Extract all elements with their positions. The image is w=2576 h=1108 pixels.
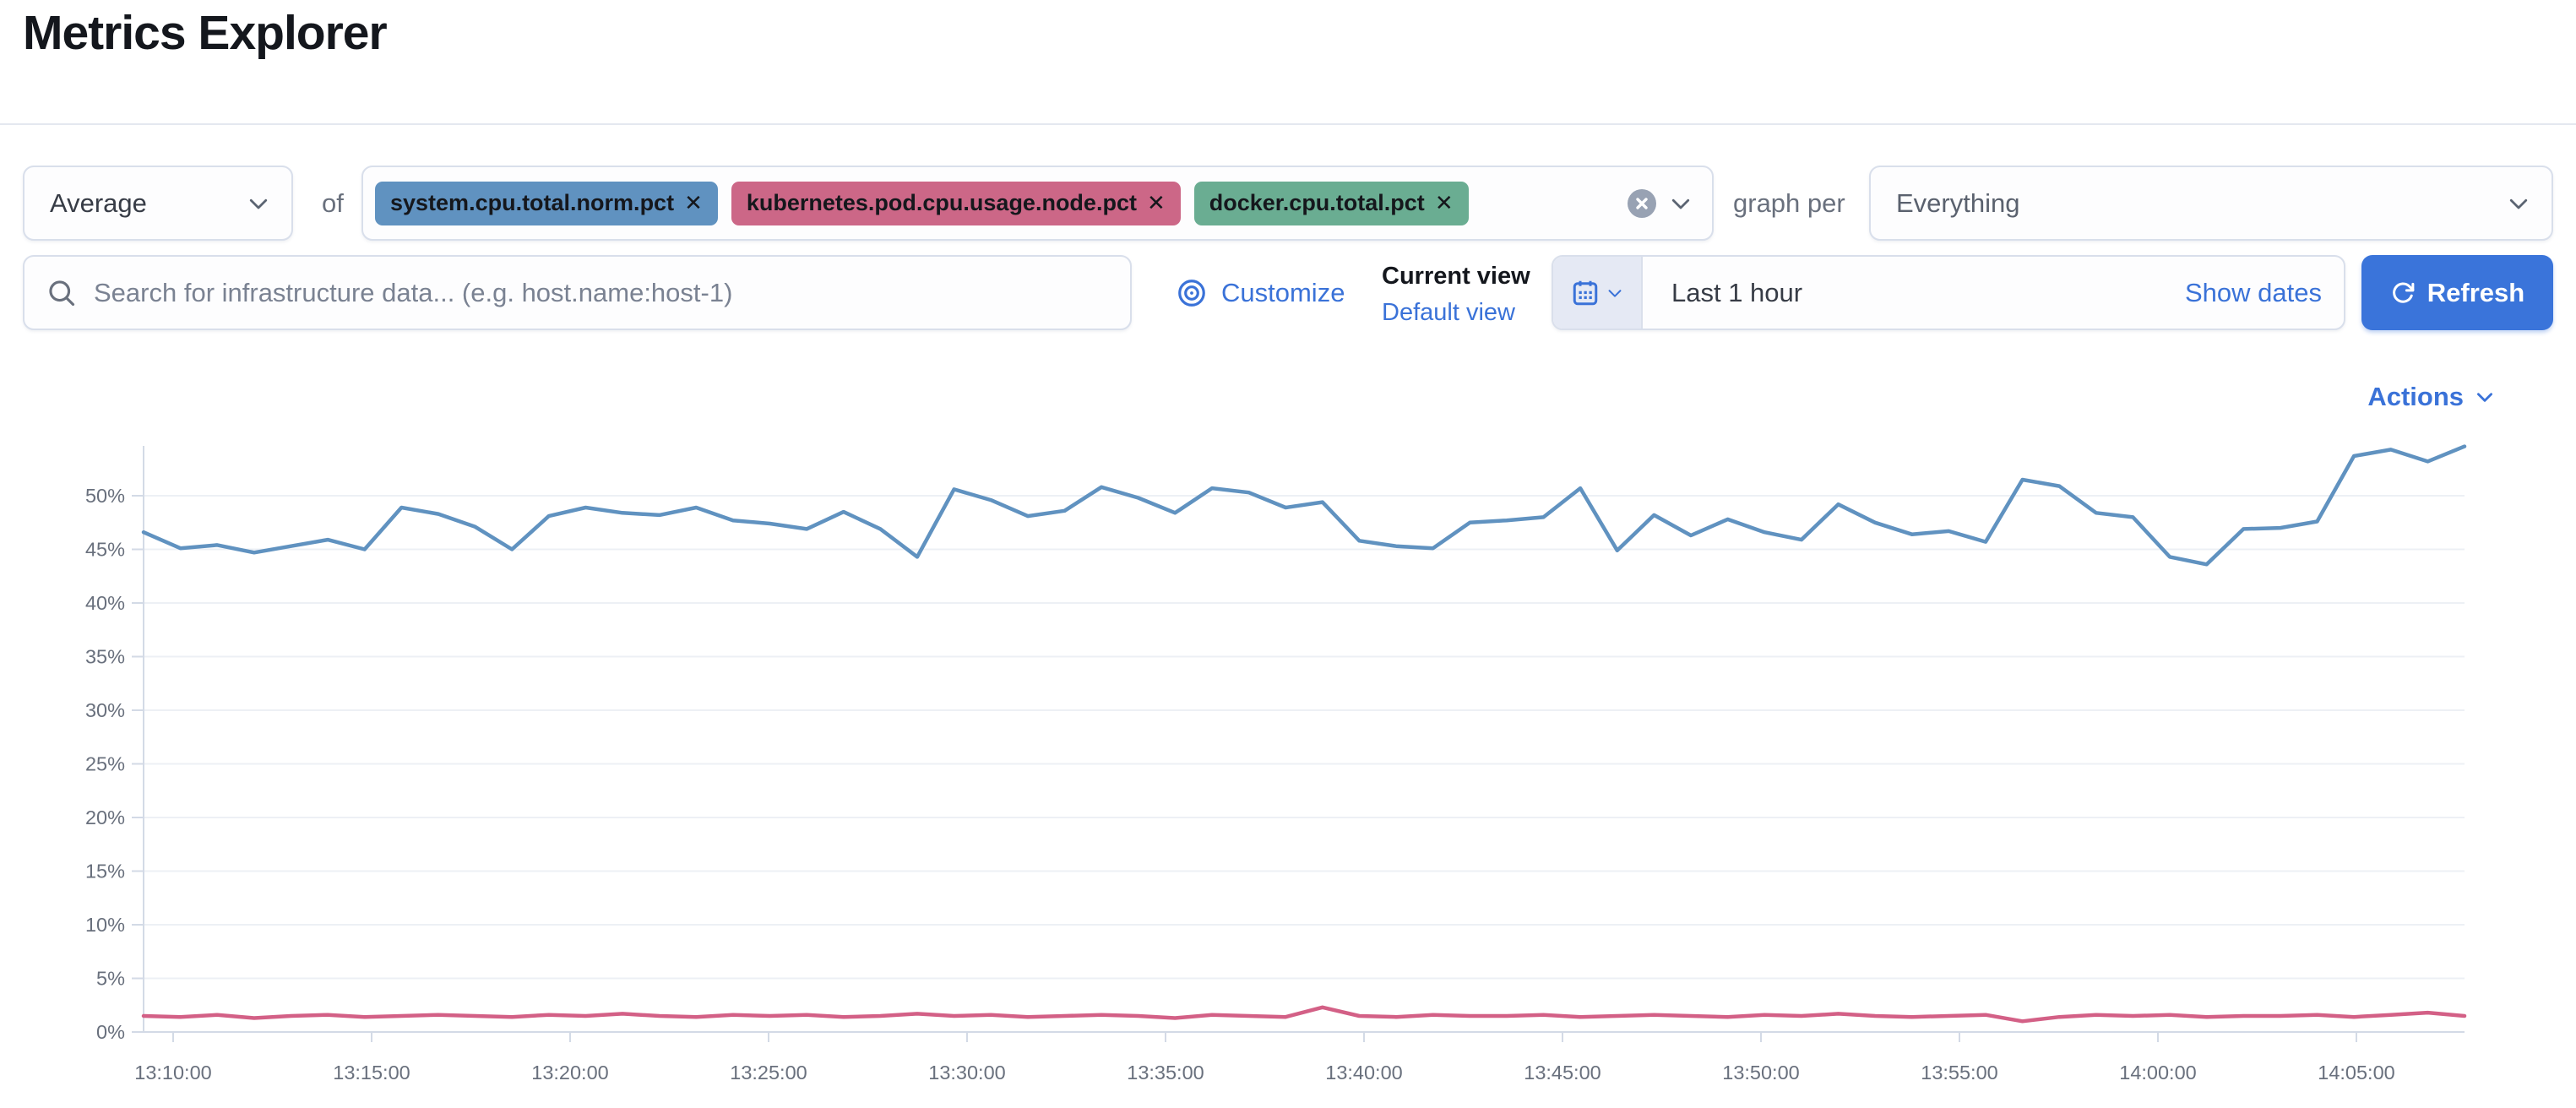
remove-metric-icon[interactable]: ✕ [684,190,703,215]
customize-button[interactable]: Customize [1176,255,1345,330]
chevron-down-icon [1608,289,1622,297]
refresh-icon [2392,282,2415,303]
view-block: Current view Default view [1382,258,1542,331]
actions-menu-button[interactable]: Actions [2367,382,2496,412]
date-picker-calendar-button[interactable] [1553,257,1643,329]
svg-text:15%: 15% [85,861,125,883]
svg-text:5%: 5% [96,968,125,990]
current-view-label: Current view [1382,263,1530,290]
default-view-link[interactable]: Default view [1382,299,1515,326]
page-title: Metrics Explorer [23,6,388,60]
actions-label: Actions [2367,382,2464,411]
svg-text:45%: 45% [85,539,125,561]
svg-text:13:25:00: 13:25:00 [730,1062,807,1084]
clear-metrics-icon[interactable] [1628,188,1656,218]
eye-icon [1178,279,1205,307]
refresh-label: Refresh [2427,277,2525,307]
chevron-down-icon[interactable] [1668,191,1693,216]
svg-text:20%: 20% [85,807,125,828]
svg-text:13:55:00: 13:55:00 [1921,1062,1997,1084]
svg-text:13:45:00: 13:45:00 [1524,1062,1600,1084]
header-divider [0,123,2576,125]
time-range-label[interactable]: Last 1 hour [1671,277,1803,307]
metric-badge-label: docker.cpu.total.pct [1209,190,1425,215]
metric-badge-label: kubernetes.pod.cpu.usage.node.pct [746,190,1137,215]
search-input[interactable] [94,277,1113,308]
search-icon [49,280,75,306]
svg-text:50%: 50% [85,485,125,507]
svg-text:14:00:00: 14:00:00 [2119,1062,2196,1084]
metric-badge[interactable]: kubernetes.pod.cpu.usage.node.pct ✕ [731,181,1181,225]
svg-text:35%: 35% [85,646,125,668]
metric-badge-list: system.cpu.total.norm.pct ✕ kubernetes.pod… [375,181,1628,225]
svg-text:13:15:00: 13:15:00 [333,1062,410,1084]
metrics-line-chart[interactable]: 0% 5% 10% 15% 20% 25% 30% 35% 40% 45% 50% 13:10:00 1… [0,439,2576,1108]
chevron-down-icon [2477,393,2492,402]
metrics-combobox[interactable]: system.cpu.total.norm.pct ✕ kubernetes.pod… [361,166,1714,241]
date-picker: Last 1 hour Show dates [1552,255,2345,330]
svg-text:13:50:00: 13:50:00 [1722,1062,1799,1084]
metric-badge-label: system.cpu.total.norm.pct [390,190,675,215]
svg-text:13:35:00: 13:35:00 [1127,1062,1204,1084]
chevron-down-icon [249,198,268,209]
show-dates-link[interactable]: Show dates [2185,277,2322,307]
metric-badge[interactable]: system.cpu.total.norm.pct ✕ [375,181,718,225]
calendar-icon [1573,280,1598,305]
remove-metric-icon[interactable]: ✕ [1434,190,1454,215]
aggregation-select-value: Average [50,187,147,218]
aggregation-select[interactable]: Average [23,166,293,241]
svg-text:10%: 10% [85,914,125,936]
refresh-button[interactable]: Refresh [2361,255,2553,330]
remove-metric-icon[interactable]: ✕ [1146,190,1166,215]
svg-text:0%: 0% [96,1021,125,1043]
svg-text:40%: 40% [85,592,125,614]
svg-text:13:30:00: 13:30:00 [928,1062,1005,1084]
svg-text:30%: 30% [85,699,125,721]
chevron-down-icon [2509,198,2528,209]
svg-text:14:05:00: 14:05:00 [2318,1062,2394,1084]
svg-text:13:40:00: 13:40:00 [1325,1062,1402,1084]
customize-label: Customize [1221,277,1345,307]
group-by-value: Everything [1896,187,2020,218]
svg-text:13:20:00: 13:20:00 [531,1062,608,1084]
group-by-select[interactable]: Everything [1869,166,2553,241]
graph-per-label: graph per [1733,187,1845,218]
svg-text:13:10:00: 13:10:00 [134,1062,211,1084]
svg-text:25%: 25% [85,753,125,775]
metric-badge[interactable]: docker.cpu.total.pct ✕ [1193,181,1469,225]
of-label: of [322,187,344,218]
search-field [23,255,1132,330]
